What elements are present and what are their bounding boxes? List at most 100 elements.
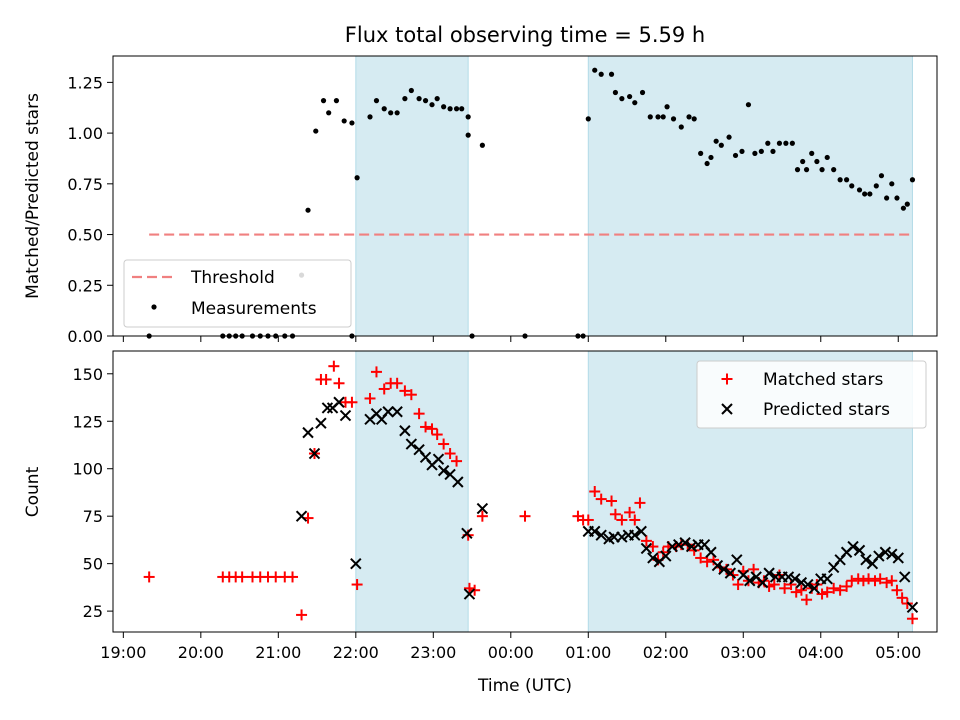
predicted-star-point-b [595,529,607,541]
measurement-point [904,201,910,207]
measurement-point [803,167,810,173]
predicted-star-point-b [672,538,685,551]
ratio-y-axis-label: Matched/Predicted stars [23,93,43,299]
x-axis-label: Time (UTC) [477,676,572,696]
measurement-points [146,67,916,339]
matched-star-point [444,448,456,460]
matched-star-point [333,377,345,389]
predicted-star-point-b [847,540,859,553]
predicted-star-point-b [461,527,473,539]
predicted-star-point-b [616,531,628,543]
top-shaded-intervals [355,55,913,337]
predicted-star-point [802,578,814,591]
measurement-point [627,93,633,100]
predicted-star-point-b [308,447,321,460]
count-plot-frame [112,350,938,633]
predicted-star-point-b [321,402,334,414]
y-tick-label: 0.75 [67,175,103,194]
measurement-point [831,167,837,173]
measurement-point [745,102,752,108]
measurement-point [608,71,615,77]
measurement-point [837,177,843,183]
measurement-point [305,207,311,213]
predicted-star-point-b [860,554,872,566]
measurement-point [783,140,789,146]
matched-star-point [695,552,707,564]
legend-predicted-label: Predicted stars [763,400,890,420]
predicted-star-point-b [437,464,450,477]
matched-star-point [143,571,155,583]
measurement-point [585,116,591,122]
measurement-point [394,110,400,116]
matched-star-point [841,580,853,592]
predicted-star-point [860,554,872,566]
y-tick-label: 75 [83,507,103,526]
measurement-point [718,142,724,148]
predicted-star-point [892,552,904,564]
y-tick-label: 1.00 [67,124,103,143]
measurement-point [691,116,697,122]
predicted-star-point-b [808,582,821,595]
measurement-point [341,118,347,124]
measurement-point [765,140,771,146]
predicted-star-point [763,567,775,579]
measurement-point [416,96,422,102]
measurement-point [794,167,801,173]
predicted-star-point [789,573,801,585]
measurement-point [465,132,471,138]
predicted-star-point-b [705,546,717,558]
predicted-star-point [808,582,821,595]
predicted-star-point-b [873,550,885,562]
predicted-star-point-b [589,525,601,538]
matched-star-point [863,573,875,585]
predicted-star-point [405,438,418,450]
legend-x-mark [721,403,733,415]
measurement-point [873,183,879,189]
measurement-point [402,96,408,102]
matched-star-point [891,584,903,596]
predicted-star-point-b [405,438,418,450]
predicted-star-point [333,396,345,408]
predicted-star-point [461,527,473,539]
ratio-x-ticks [122,336,899,342]
matched-star-point [364,392,376,404]
measurement-point [388,110,394,116]
measurement-point [889,181,895,187]
shaded-interval [587,55,913,337]
predicted-star-point-b [679,537,691,549]
predicted-star-point-b [302,426,314,439]
predicted-star-point [847,540,859,553]
measurement-point [900,205,907,211]
matched-star-point [589,486,601,497]
predicted-star-point-b [879,546,892,558]
x-tick-label: 05:00 [875,643,921,662]
y-tick-label: 150 [72,365,103,384]
predicted-star-point-b [795,576,808,589]
legend-threshold-label: Threshold [190,268,275,288]
predicted-star-point [873,550,885,562]
matched-star-point [451,455,463,467]
measurement-point [465,114,471,120]
predicted-star-point-b [899,571,911,583]
y-tick-label: 0.50 [67,226,103,245]
x-tick-label: 21:00 [255,643,301,662]
predicted-star-point [315,417,327,429]
matched-star-point [906,613,918,625]
predicted-star-point [308,447,321,460]
measurement-point [381,106,387,112]
matched-star-point [391,377,403,389]
predicted-star-point [635,525,647,538]
predicted-star-point [782,571,795,583]
measurement-point [843,177,850,183]
matched-star-point [629,514,641,526]
measurement-point [598,71,604,77]
matched-star-point [420,421,432,433]
legend-predicted-swatch [721,403,733,415]
legend-matched-swatch [721,373,733,385]
measurement-point [320,98,327,104]
predicted-star-point-b [731,554,743,566]
predicted-star-point-b [452,476,464,488]
matched-star-point [431,429,443,441]
ratio-legend: Threshold Measurements [123,259,352,328]
predicted-star-point-b [333,396,345,408]
